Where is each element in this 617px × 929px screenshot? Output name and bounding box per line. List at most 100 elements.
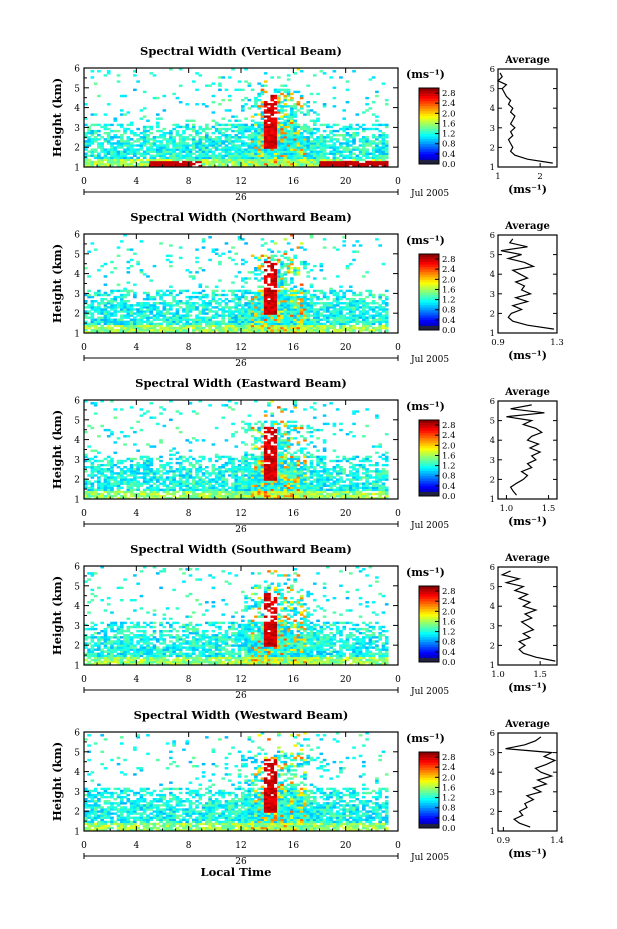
colorbar-segment — [419, 110, 439, 114]
heatmap-cell — [250, 457, 255, 461]
heatmap-cell — [260, 433, 265, 436]
heatmap-cell — [103, 131, 108, 135]
heatmap-cell — [90, 142, 95, 145]
heatmap-cell — [195, 326, 199, 330]
heatmap-cell — [195, 486, 199, 490]
heatmap-cell — [237, 154, 242, 158]
heatmap-cell — [231, 158, 235, 162]
heatmap-cell — [221, 308, 225, 311]
heatmap-cell — [93, 324, 98, 328]
heatmap-cell — [103, 486, 108, 490]
heatmap-cell — [195, 318, 199, 321]
heatmap-cell — [247, 316, 252, 319]
heatmap-cell — [306, 138, 311, 141]
heatmap-cell — [332, 164, 337, 168]
heatmap-cell — [319, 269, 324, 272]
heatmap-cell — [201, 129, 206, 133]
heatmap-cell — [254, 486, 258, 490]
heatmap-cell — [257, 285, 261, 288]
heatmap-cell — [299, 328, 304, 332]
heatmap-cell — [162, 162, 167, 166]
heatmap-cell — [185, 289, 190, 293]
heatmap-cell — [175, 131, 180, 135]
heatmap-cell — [149, 72, 154, 75]
heatmap-cell — [90, 152, 95, 155]
heatmap-cell — [319, 134, 324, 137]
heatmap-cell — [149, 494, 154, 498]
heatmap-cell — [283, 306, 288, 309]
heatmap-cell — [254, 328, 258, 332]
heatmap-cell — [237, 238, 242, 241]
heatmap-cell — [280, 144, 284, 147]
heatmap-cell — [355, 158, 360, 162]
heatmap-cell — [133, 492, 137, 496]
heatmap-cell — [254, 441, 258, 444]
heatmap-cell — [290, 304, 294, 307]
heatmap-cell — [106, 127, 111, 131]
heatmap-cell — [241, 330, 245, 334]
heatmap-cell — [106, 160, 111, 164]
heatmap-cell — [142, 115, 147, 118]
heatmap-cell — [214, 478, 219, 481]
heatmap-cell — [316, 138, 320, 141]
heatmap-cell — [116, 123, 121, 127]
heatmap-cell — [224, 480, 229, 483]
heatmap-cell — [185, 119, 190, 122]
heatmap-cell — [119, 162, 124, 166]
heatmap-cell — [97, 459, 101, 463]
heatmap-cell — [142, 496, 147, 500]
heatmap-cell — [381, 142, 386, 145]
heatmap-cell — [276, 480, 281, 483]
heatmap-cell — [103, 275, 108, 278]
heatmap-cell — [198, 484, 203, 487]
heatmap-cell — [309, 92, 314, 96]
heatmap-cell — [254, 324, 258, 328]
heatmap-cell — [175, 123, 180, 127]
heatmap-cell — [257, 480, 261, 483]
heatmap-cell — [312, 162, 317, 166]
heatmap-cell — [365, 144, 369, 147]
heatmap-cell — [195, 488, 199, 492]
heatmap-cell — [283, 96, 288, 100]
heatmap-cell — [303, 262, 307, 266]
heatmap-cell — [165, 490, 170, 494]
heatmap-cell — [322, 326, 327, 330]
heatmap-cell — [169, 330, 173, 334]
heatmap-cell — [299, 316, 304, 319]
heatmap-cell — [260, 129, 265, 133]
heatmap-cell — [273, 164, 278, 168]
heatmap-cell — [142, 455, 147, 459]
heatmap-cell — [290, 164, 294, 168]
heatmap-cell — [263, 482, 268, 485]
heatmap-cell — [270, 293, 275, 297]
heatmap-cell — [198, 160, 203, 164]
heatmap-cell — [133, 158, 137, 162]
heatmap-cell — [345, 289, 350, 293]
heatmap-cell — [326, 297, 330, 301]
heatmap-cell — [345, 304, 350, 307]
heatmap-cell — [280, 92, 284, 96]
heatmap-cell — [299, 111, 304, 114]
heatmap-cell — [316, 142, 320, 145]
heatmap-cell — [342, 138, 347, 141]
heatmap-cell — [273, 324, 278, 328]
heatmap-cell — [221, 150, 225, 153]
heatmap-cell — [100, 302, 104, 305]
heatmap-cell — [309, 162, 314, 166]
heatmap-cell — [267, 150, 271, 153]
heatmap-cell — [119, 134, 124, 137]
heatmap-cell — [254, 142, 258, 145]
heatmap-cell — [273, 330, 278, 334]
heatmap-cell — [381, 158, 386, 162]
heatmap-cell — [339, 320, 343, 324]
heatmap-cell — [378, 146, 382, 149]
heatmap-cell — [368, 127, 373, 131]
heatmap-cell — [273, 158, 278, 162]
heatmap-cell — [270, 148, 275, 151]
heatmap-cell — [329, 330, 333, 334]
heatmap-cell — [126, 306, 131, 309]
heatmap-cell — [103, 428, 108, 432]
heatmap-cell — [224, 463, 229, 467]
heatmap-cell — [381, 314, 386, 317]
heatmap-cell — [126, 470, 131, 473]
